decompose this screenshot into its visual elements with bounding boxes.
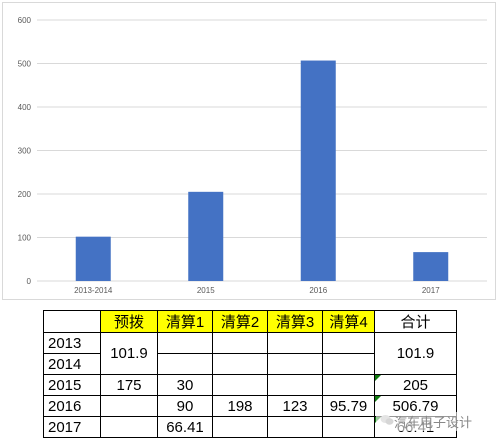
cell-empty — [267, 353, 323, 375]
cell-2015-yubo: 175 — [100, 374, 158, 396]
cell-2016-q2: 198 — [212, 395, 268, 417]
cell-empty — [267, 374, 323, 396]
chart-area: 0 100 200 300 400 500 600 2013-2014 2015 2016 2017 — [2, 2, 496, 300]
cell-empty — [100, 395, 158, 417]
cell-2017-q1: 66.41 — [157, 416, 213, 438]
header-total: 合计 — [374, 310, 457, 333]
y-tick-label: 400 — [18, 103, 32, 112]
cell-empty — [157, 332, 213, 354]
cell-2016-q1: 90 — [157, 395, 213, 417]
header-qingsuan3: 清算3 — [267, 310, 323, 333]
y-tick-label: 500 — [18, 60, 32, 69]
cell-2015-q1: 30 — [157, 374, 213, 396]
table-row: 2015 175 30 205 — [43, 374, 457, 396]
x-tick-label: 2015 — [197, 286, 215, 295]
y-tick-label: 100 — [18, 234, 32, 243]
cell-empty — [212, 416, 268, 438]
y-tick-label: 200 — [18, 190, 32, 199]
cell-2016-total: 506.79 — [374, 395, 457, 417]
x-tick-label: 2017 — [422, 286, 440, 295]
cell-empty — [157, 353, 213, 375]
bar — [188, 191, 224, 281]
cell-empty — [267, 332, 323, 354]
watermark-text: 汽车电子设计 — [376, 412, 473, 431]
cell-empty — [267, 416, 323, 438]
bar — [413, 252, 449, 281]
cell-empty — [212, 353, 268, 375]
year-2016: 2016 — [43, 395, 101, 417]
header-empty — [43, 310, 101, 333]
cell-empty — [322, 332, 375, 354]
x-tick-label: 2013-2014 — [74, 286, 113, 295]
year-2017: 2017 — [43, 416, 101, 438]
cell-2016-q4: 95.79 — [322, 395, 375, 417]
cell-empty — [322, 416, 375, 438]
cell-2013-2014-total: 101.9 — [374, 332, 457, 375]
cell-empty — [322, 374, 375, 396]
cell-2016-q3: 123 — [267, 395, 323, 417]
header-yubo: 预拨 — [100, 310, 158, 333]
header-qingsuan2: 清算2 — [212, 310, 268, 333]
table-row: 2013 101.9 101.9 — [43, 332, 457, 375]
header-qingsuan1: 清算1 — [157, 310, 213, 333]
cell-empty — [212, 332, 268, 354]
year-2015: 2015 — [43, 374, 101, 396]
bar-chart: 0 100 200 300 400 500 600 2013-2014 2015 2016 2017 — [18, 16, 487, 295]
data-table: 预拨 清算1 清算2 清算3 清算4 合计 2013 101.9 101.9 2… — [43, 310, 457, 438]
table-header-row: 预拨 清算1 清算2 清算3 清算4 合计 — [43, 310, 457, 333]
y-tick-label: 0 — [27, 277, 32, 286]
year-2013: 2013 — [43, 332, 101, 354]
bar — [300, 60, 336, 281]
cell-2013-2014-yubo: 101.9 — [100, 332, 158, 375]
cell-empty — [322, 353, 375, 375]
cell-empty — [212, 374, 268, 396]
cell-empty — [100, 416, 158, 438]
x-tick-label: 2016 — [309, 286, 327, 295]
table-row: 2016 90 198 123 95.79 506.79 — [43, 395, 457, 417]
y-tick-label: 300 — [18, 147, 32, 156]
bar — [75, 236, 111, 281]
header-qingsuan4: 清算4 — [322, 310, 375, 333]
year-2014: 2014 — [43, 353, 101, 375]
cell-2015-total: 205 — [374, 374, 457, 396]
y-tick-label: 600 — [18, 16, 32, 25]
